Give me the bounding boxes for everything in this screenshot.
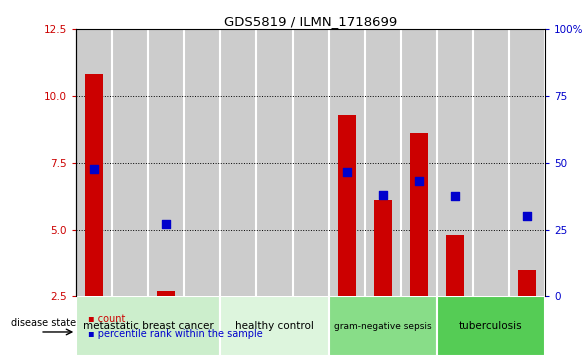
Bar	[76, 29, 113, 296]
Bar	[113, 29, 148, 296]
Point	[90, 167, 99, 172]
Point	[522, 213, 532, 219]
Text: gram-negative sepsis: gram-negative sepsis	[334, 322, 431, 331]
Bar	[85, 74, 103, 296]
Bar	[185, 29, 220, 296]
Point	[342, 169, 352, 175]
Text: healthy control: healthy control	[235, 321, 314, 331]
Bar	[518, 270, 536, 296]
Bar	[292, 29, 329, 296]
Bar	[509, 29, 545, 296]
Bar	[157, 291, 175, 296]
FancyBboxPatch shape	[76, 296, 220, 356]
Bar	[257, 29, 292, 296]
Text: ▪ count: ▪ count	[88, 314, 125, 325]
Text: metastatic breast cancer: metastatic breast cancer	[83, 321, 214, 331]
Bar	[148, 29, 185, 296]
FancyBboxPatch shape	[220, 296, 329, 356]
FancyBboxPatch shape	[329, 296, 437, 356]
Bar	[410, 133, 428, 296]
Title: GDS5819 / ILMN_1718699: GDS5819 / ILMN_1718699	[224, 15, 397, 28]
Bar	[338, 115, 356, 296]
Point	[414, 179, 424, 184]
Bar	[329, 29, 364, 296]
Point	[162, 221, 171, 227]
Text: tuberculosis: tuberculosis	[459, 321, 523, 331]
Bar	[446, 235, 464, 296]
Text: ▪ percentile rank within the sample: ▪ percentile rank within the sample	[88, 329, 263, 339]
Bar	[220, 29, 257, 296]
Bar	[364, 29, 401, 296]
Bar	[437, 29, 473, 296]
FancyBboxPatch shape	[437, 296, 545, 356]
Text: disease state: disease state	[11, 318, 76, 328]
Bar	[374, 200, 391, 296]
Point	[378, 192, 387, 198]
Bar	[401, 29, 437, 296]
Point	[450, 193, 459, 199]
Bar	[473, 29, 509, 296]
